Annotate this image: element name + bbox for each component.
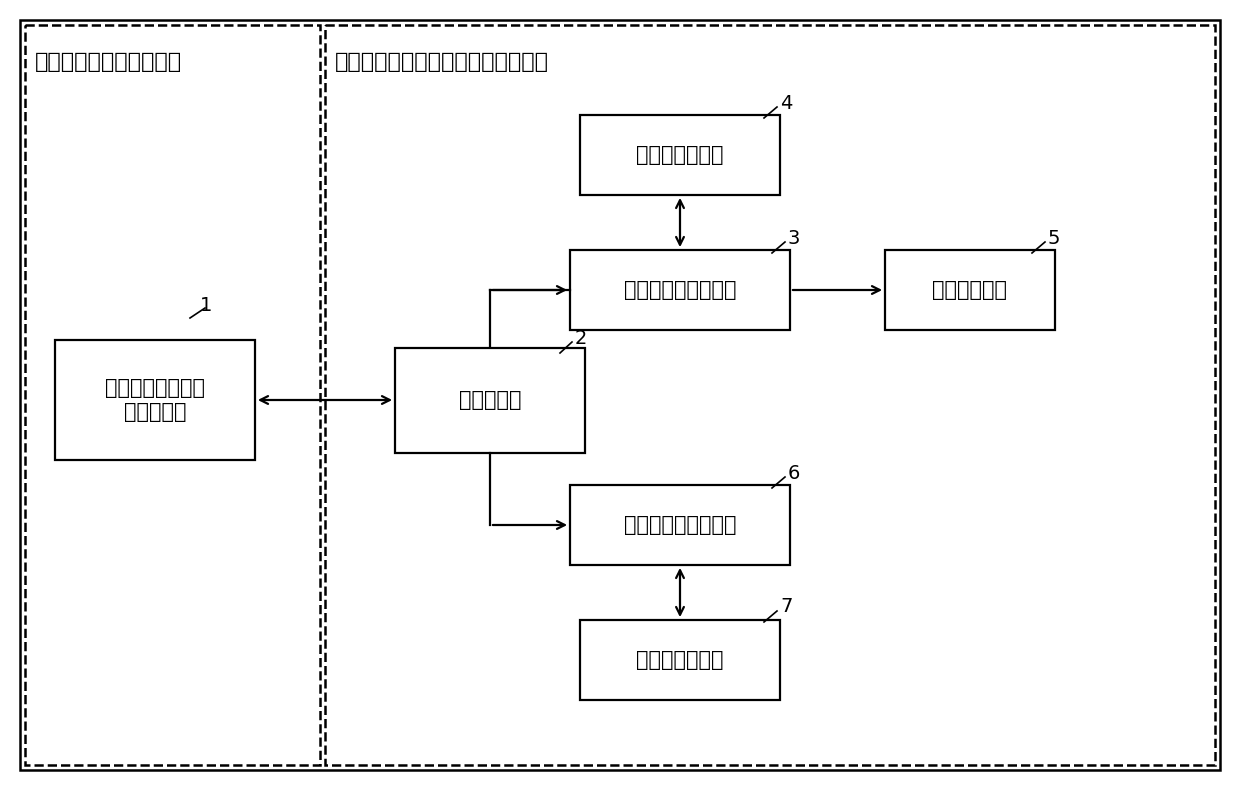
Bar xyxy=(25,25,320,765)
Text: 6: 6 xyxy=(787,464,800,483)
Text: 7: 7 xyxy=(780,597,792,616)
Bar xyxy=(570,250,790,330)
Text: 5: 5 xyxy=(1048,228,1060,247)
Text: 智能仪表组态软件运行于计算机终端: 智能仪表组态软件运行于计算机终端 xyxy=(335,52,549,72)
Text: 智能仪表布置于测控现场: 智能仪表布置于测控现场 xyxy=(35,52,182,72)
Text: 4: 4 xyxy=(780,93,792,112)
Text: 物联网模块: 物联网模块 xyxy=(459,390,521,410)
Bar xyxy=(396,348,585,453)
Text: 控制器诊断模块: 控制器诊断模块 xyxy=(636,650,724,670)
Text: 2: 2 xyxy=(575,329,588,348)
Text: 采集器诊断模块: 采集器诊断模块 xyxy=(636,145,724,165)
Bar xyxy=(325,25,1215,765)
Bar xyxy=(570,485,790,565)
Text: 控制器组态管理模块: 控制器组态管理模块 xyxy=(624,515,737,535)
Bar xyxy=(580,115,780,195)
Bar xyxy=(885,250,1055,330)
Text: 采集器组态管理模块: 采集器组态管理模块 xyxy=(624,280,737,300)
Text: 1: 1 xyxy=(200,295,212,314)
Text: 3: 3 xyxy=(787,228,800,247)
Bar xyxy=(580,620,780,700)
Text: 流体机械测控系统
的智能仪表: 流体机械测控系统 的智能仪表 xyxy=(105,378,205,423)
Bar xyxy=(55,340,255,460)
Text: 报表分析模块: 报表分析模块 xyxy=(932,280,1007,300)
